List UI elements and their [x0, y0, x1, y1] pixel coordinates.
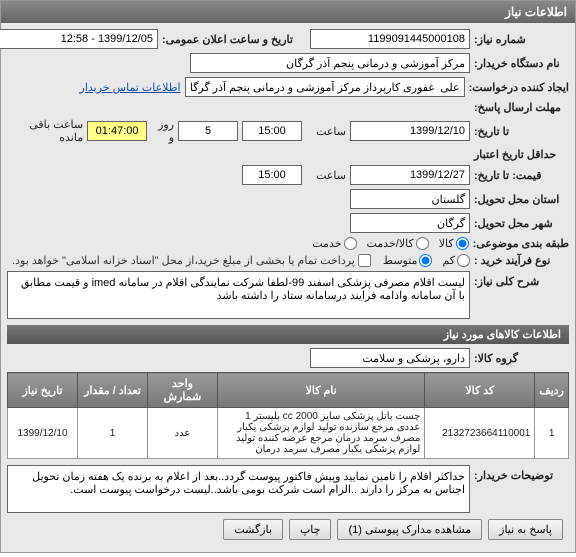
- back-button[interactable]: بازگشت: [223, 519, 283, 540]
- deadline-time-input[interactable]: [242, 121, 302, 141]
- items-table: ردیف کد کالا نام کالا واحد شمارش تعداد /…: [7, 372, 569, 459]
- th-code: کد کالا: [425, 373, 535, 408]
- table-header-row: ردیف کد کالا نام کالا واحد شمارش تعداد /…: [8, 373, 569, 408]
- announce-input[interactable]: [0, 29, 158, 49]
- process-label: نوع فرآیند خرید :: [474, 254, 569, 267]
- cell-date: 1399/12/10: [8, 408, 78, 459]
- cat-serv-option[interactable]: خدمت: [312, 237, 356, 250]
- price-time-input[interactable]: [242, 165, 302, 185]
- proc-med-radio[interactable]: [419, 254, 432, 267]
- proc-small-option[interactable]: کم: [442, 254, 470, 267]
- cell-name: چست باتل پزشکی سایز 2000 cc بلیستر 1 عدد…: [218, 408, 425, 459]
- cat-service-radio[interactable]: [416, 237, 429, 250]
- deadline-label: مهلت ارسال پاسخ:: [474, 101, 569, 114]
- proc-small-radio[interactable]: [457, 254, 470, 267]
- days-label: روز و: [151, 118, 174, 144]
- proc-note-check[interactable]: پرداخت تمام یا بخشی از مبلغ خرید،از محل …: [12, 254, 371, 267]
- th-unit: واحد شمارش: [148, 373, 218, 408]
- city-input[interactable]: [350, 213, 470, 233]
- remain-time-input: [87, 121, 147, 141]
- buyer-name-input[interactable]: [190, 53, 470, 73]
- proc-note-checkbox[interactable]: [358, 254, 371, 267]
- need-info-panel: اطلاعات نیاز شماره نیاز: تاریخ و ساعت اع…: [0, 0, 576, 553]
- cell-code: 2132723664110001: [425, 408, 535, 459]
- group-label: گروه کالا:: [474, 352, 569, 365]
- city-label: شهر محل تحویل:: [474, 217, 569, 230]
- price-date-input[interactable]: [350, 165, 470, 185]
- panel-body: شماره نیاز: تاریخ و ساعت اعلان عمومی: نا…: [1, 23, 575, 552]
- cell-unit: عدد: [148, 408, 218, 459]
- panel-title: اطلاعات نیاز: [1, 1, 575, 23]
- cat-goods-option[interactable]: کالا: [439, 237, 469, 250]
- th-row: ردیف: [535, 373, 569, 408]
- cat-serv-radio[interactable]: [344, 237, 357, 250]
- group-input[interactable]: [310, 348, 470, 368]
- items-section-title: اطلاعات کالاهای مورد نیاز: [7, 325, 569, 344]
- category-radio-group: کالا کالا/خدمت خدمت: [312, 237, 468, 250]
- province-label: استان محل تحویل:: [474, 193, 569, 206]
- category-label: طبقه بندی موضوعی:: [473, 237, 569, 250]
- process-radio-group: کم متوسط: [383, 254, 470, 267]
- cat-goods-radio[interactable]: [456, 237, 469, 250]
- buyer-notes-label: توضیحات خریدار:: [474, 465, 569, 482]
- price-end-label: قیمت: تا تاریخ:: [474, 169, 569, 182]
- need-no-input[interactable]: [310, 29, 470, 49]
- cat-service-option[interactable]: کالا/خدمت: [367, 237, 429, 250]
- days-input[interactable]: [178, 121, 238, 141]
- buyer-notes-textarea[interactable]: [7, 465, 470, 513]
- remain-label: ساعت باقی مانده: [7, 118, 83, 144]
- creator-label: ایجاد کننده درخواست:: [469, 81, 569, 94]
- attachments-button[interactable]: مشاهده مدارک پیوستی (1): [337, 519, 482, 540]
- proc-med-option[interactable]: متوسط: [383, 254, 433, 267]
- province-input[interactable]: [350, 189, 470, 209]
- creator-input[interactable]: [185, 77, 465, 97]
- cell-no: 1: [535, 408, 569, 459]
- deadline-end-label: تا تاریخ:: [474, 125, 569, 138]
- contact-link[interactable]: اطلاعات تماس خریدار: [80, 81, 181, 94]
- time-label-2: ساعت: [306, 169, 346, 182]
- reply-button[interactable]: پاسخ به نیاز: [488, 519, 563, 540]
- buyer-name-label: نام دستگاه خریدار:: [474, 57, 569, 70]
- print-button[interactable]: چاپ: [289, 519, 332, 540]
- desc-title-label: شرح کلی نیاز:: [474, 271, 569, 288]
- deadline-date-input[interactable]: [350, 121, 470, 141]
- th-name: نام کالا: [218, 373, 425, 408]
- time-label-1: ساعت: [306, 125, 346, 138]
- table-row[interactable]: 1 2132723664110001 چست باتل پزشکی سایز 2…: [8, 408, 569, 459]
- footer-buttons: پاسخ به نیاز مشاهده مدارک پیوستی (1) چاپ…: [7, 513, 569, 546]
- desc-textarea[interactable]: [7, 271, 470, 319]
- th-qty: تعداد / مقدار: [78, 373, 148, 408]
- cell-qty: 1: [78, 408, 148, 459]
- min-valid-label: حداقل تاریخ اعتبار: [474, 148, 569, 161]
- announce-label: تاریخ و ساعت اعلان عمومی:: [162, 33, 302, 46]
- th-date: تاریخ نیاز: [8, 373, 78, 408]
- need-no-label: شماره نیاز:: [474, 33, 569, 46]
